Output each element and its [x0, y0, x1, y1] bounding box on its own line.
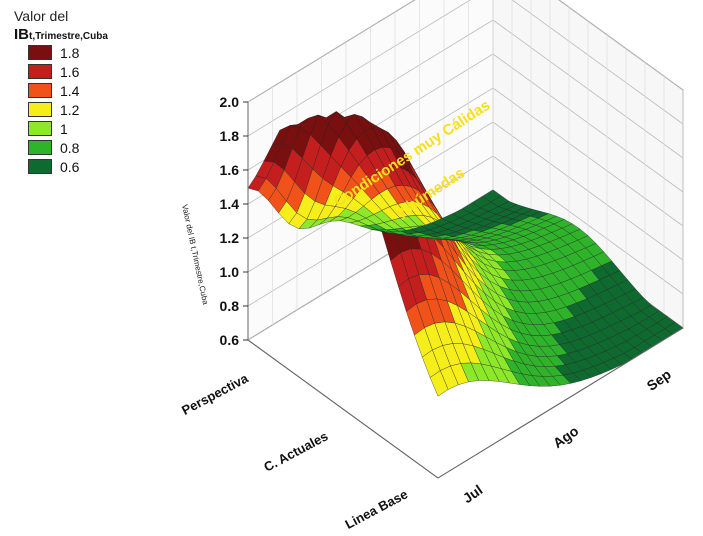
z-tick-label: 2.0	[220, 94, 240, 110]
y-tick-label: Linea Base	[343, 486, 411, 531]
legend: Valor del IBt,Trimestre,Cuba 1.8 1.6 1.4 1.…	[8, 8, 108, 176]
legend-swatch	[28, 140, 52, 155]
legend-label: 1	[60, 120, 68, 137]
x-tick-label: Sep	[644, 366, 674, 394]
legend-label: 1.4	[60, 82, 80, 99]
z-tick-label: 1.2	[220, 230, 240, 246]
legend-swatch	[28, 64, 52, 79]
y-tick-label: C. Actuales	[261, 428, 330, 474]
z-tick-label: 1.8	[220, 128, 240, 144]
legend-label: 1.8	[60, 44, 80, 61]
legend-label: 0.8	[60, 139, 80, 156]
legend-title-index-main: IB	[14, 26, 29, 43]
z-tick-label: 0.6	[220, 332, 240, 348]
legend-title-index-sub: t,Trimestre,Cuba	[29, 31, 108, 42]
legend-label: 1.6	[60, 63, 80, 80]
legend-entry: 1.2	[28, 100, 108, 119]
legend-label: 0.6	[60, 158, 80, 175]
z-axis-label: Valor del IB t,Trimestre,Cuba	[180, 204, 210, 306]
legend-entry: 0.6	[28, 157, 108, 176]
legend-entry: 0.8	[28, 138, 108, 157]
legend-entry: 1.8	[28, 43, 108, 62]
x-tick-label: Jul	[460, 482, 486, 507]
legend-swatch	[28, 45, 52, 60]
legend-label: 1.2	[60, 101, 80, 118]
legend-title-index: IBt,Trimestre,Cuba	[14, 26, 108, 43]
legend-swatch	[28, 121, 52, 136]
z-tick-label: 1.4	[220, 196, 240, 212]
legend-entry: 1	[28, 119, 108, 138]
x-tick-label: Ago	[550, 423, 581, 452]
legend-swatch	[28, 83, 52, 98]
y-tick-label: Perspectiva	[179, 370, 251, 418]
legend-title: Valor del	[14, 8, 69, 24]
z-tick-label: 1.6	[220, 162, 240, 178]
legend-entries: 1.8 1.6 1.4 1.2 1 0.8 0.6	[8, 43, 108, 176]
legend-entry: 1.4	[28, 81, 108, 100]
legend-swatch	[28, 159, 52, 174]
z-tick-label: 0.8	[220, 298, 240, 314]
z-tick-label: 1.0	[220, 264, 240, 280]
legend-swatch	[28, 102, 52, 117]
legend-entry: 1.6	[28, 62, 108, 81]
